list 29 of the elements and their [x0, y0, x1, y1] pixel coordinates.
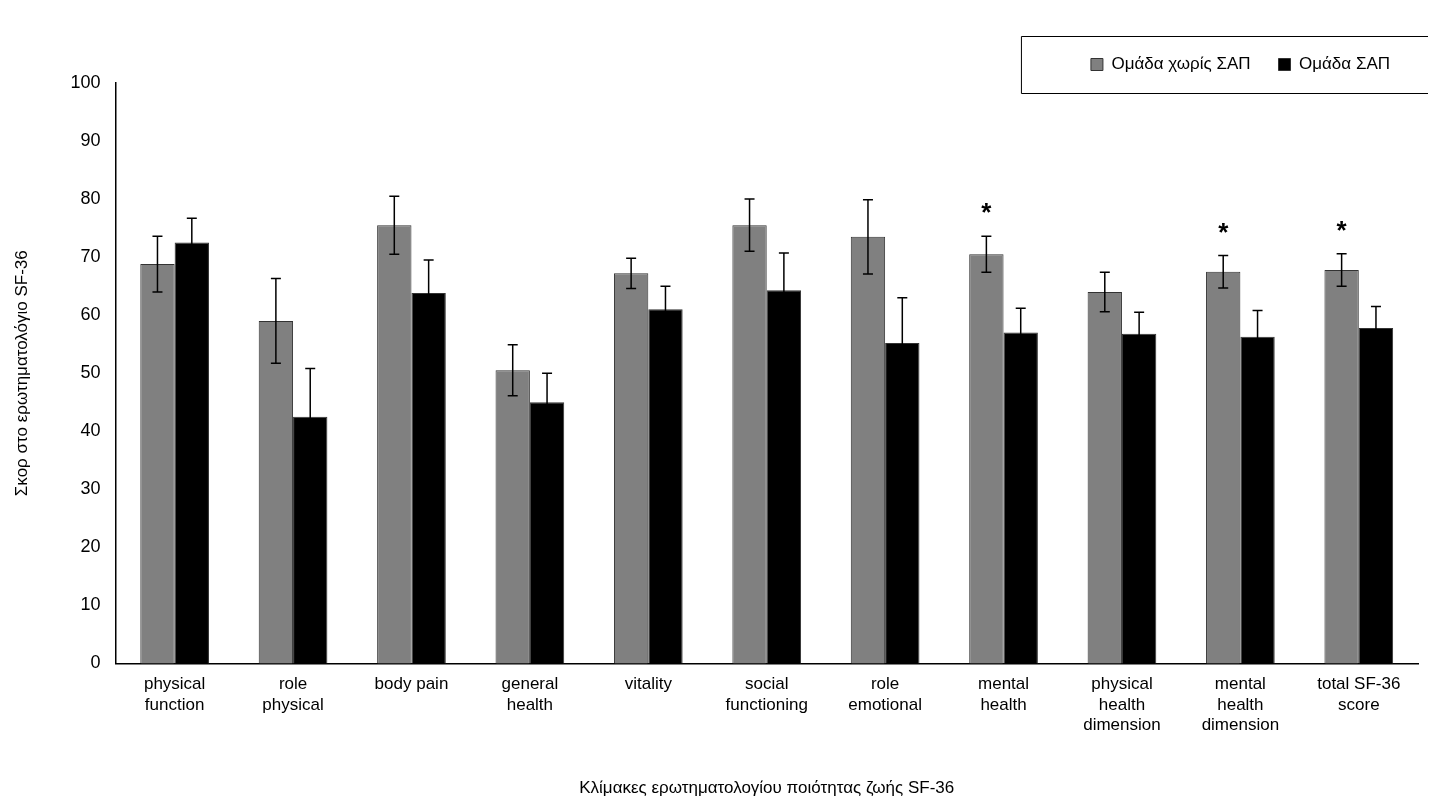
- x-tick-label: mental health dimension: [1201, 674, 1280, 735]
- y-tick-label: 90: [80, 130, 101, 151]
- x-tick-label: mental health: [978, 674, 1030, 714]
- y-tick-label: 10: [80, 594, 101, 615]
- x-tick-label: general health: [501, 674, 559, 714]
- x-tick-label: physical function: [143, 674, 206, 714]
- x-tick-label: role physical: [262, 674, 324, 714]
- x-tick-label: total SF-36 score: [1317, 674, 1401, 714]
- y-tick-label: 20: [80, 536, 101, 557]
- y-tick-label: 50: [80, 362, 101, 383]
- y-tick-label: 40: [80, 420, 101, 441]
- y-tick-label: 70: [80, 246, 101, 267]
- x-tick-label: role emotional: [848, 674, 922, 714]
- x-axis-title: Κλίμακες ερωτηματολογίου ποιότητας ζωής SF-36: [579, 778, 955, 798]
- y-tick-label: 60: [80, 304, 101, 325]
- annotation: *: [1336, 214, 1348, 245]
- annotation: *: [981, 197, 993, 228]
- x-tick-label: physical health dimension: [1083, 674, 1161, 735]
- y-axis-title: Σκορ στο ερωτηματολόγιο SF-36: [11, 250, 31, 497]
- y-tick-label: 80: [80, 188, 101, 209]
- legend-label: Ομάδα ΣΑΠ: [1299, 54, 1391, 74]
- legend-label: Ομάδα χωρίς ΣΑΠ: [1111, 54, 1251, 74]
- x-tick-label: vitality: [624, 674, 673, 694]
- x-tick-label: social functioning: [725, 674, 808, 714]
- y-tick-label: 0: [90, 652, 101, 673]
- x-tick-label: body pain: [374, 674, 449, 694]
- y-tick-label: 30: [80, 478, 101, 499]
- y-tick-label: 100: [70, 71, 101, 92]
- annotation: *: [1218, 216, 1230, 247]
